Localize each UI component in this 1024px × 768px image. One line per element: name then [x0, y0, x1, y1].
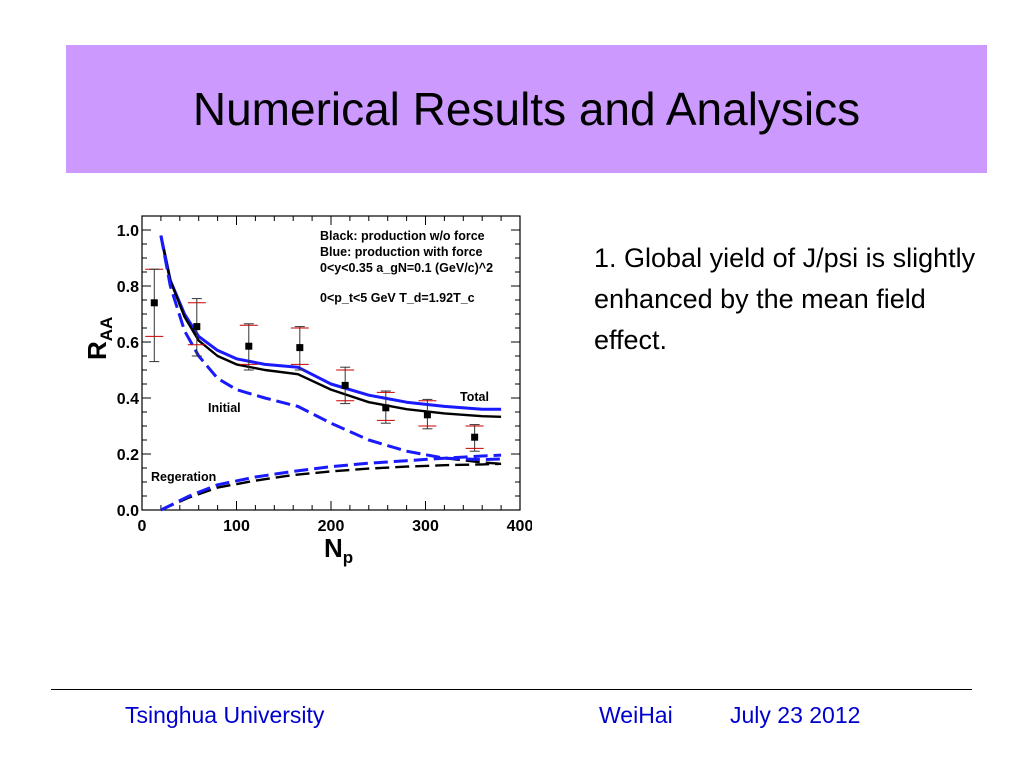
y-tick-label: 0.4	[117, 391, 139, 408]
data-point	[471, 433, 479, 441]
data-point	[193, 323, 201, 331]
data-point	[150, 299, 158, 307]
annotation-regeneration: Regeration	[151, 470, 216, 484]
series-curve-0	[159, 235, 502, 411]
data-point	[423, 411, 431, 419]
series-curve-5	[160, 453, 502, 512]
x-tick-label: 100	[223, 518, 250, 535]
model-curves	[159, 235, 502, 512]
data-point	[245, 342, 253, 350]
x-tick-label: 300	[412, 518, 439, 535]
x-tick-label: 200	[318, 518, 345, 535]
data-point	[296, 344, 304, 352]
footer-divider	[51, 689, 972, 690]
y-tick-label: 0.8	[117, 279, 139, 296]
x-tick-label: 0	[138, 518, 147, 535]
annotation-total: Total	[460, 390, 489, 404]
data-point	[341, 381, 349, 389]
plot-frame	[141, 215, 521, 511]
x-tick-label: 400	[507, 518, 532, 535]
bullet-text: 1. Global yield of J/psi is slightly enh…	[594, 243, 976, 355]
footer-place: WeiHai	[599, 702, 673, 728]
tick-labels: 0 100 200 300 400 0.0 0.2 0.4 0.6 0.8 1.0	[117, 223, 532, 535]
data-points	[145, 268, 484, 452]
legend-line-1: Black: production w/o force	[320, 229, 485, 243]
y-tick-label: 0.2	[117, 447, 139, 464]
slide-title: Numerical Results and Analysics	[192, 83, 861, 135]
title-bar: Numerical Results and Analysics	[66, 45, 987, 173]
legend-line-4: 0<p_t<5 GeV T_d=1.92T_c	[320, 291, 475, 305]
y-tick-label: 0.0	[117, 503, 139, 520]
footer-date: July 23 2012	[730, 702, 861, 728]
y-axis-label: RAA	[82, 317, 116, 360]
series-curve-3	[159, 235, 502, 462]
annotation-initial: Initial	[208, 401, 241, 415]
y-tick-label: 0.6	[117, 335, 139, 352]
legend-line-2: Blue: production with force	[320, 245, 483, 259]
raa-chart: 0 100 200 300 400 0.0 0.2 0.4 0.6 0.8 1.0 Black: p…	[72, 200, 532, 570]
legend-line-3: 0<y<0.35 a_gN=0.1 (GeV/c)^2	[320, 261, 493, 275]
raa-chart-svg: 0 100 200 300 400 0.0 0.2 0.4 0.6 0.8 1.0 Black: p…	[82, 215, 532, 567]
footer-institution: Tsinghua University	[125, 702, 325, 728]
data-point	[382, 404, 390, 412]
axis-ticks	[141, 216, 521, 511]
y-tick-label: 1.0	[117, 223, 139, 240]
legend: Black: production w/o force Blue: produc…	[320, 229, 493, 305]
x-axis-label: Np	[324, 533, 353, 567]
series-curve-1	[159, 235, 502, 418]
series-curve-4	[160, 462, 502, 512]
